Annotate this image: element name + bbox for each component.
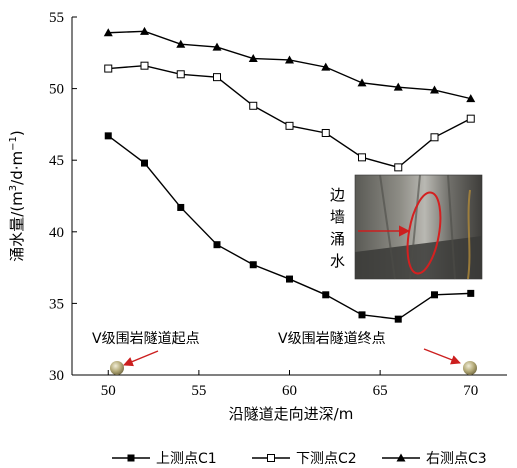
y-tick-label: 35	[49, 296, 64, 312]
start-point-ball	[110, 361, 124, 375]
x-tick-label: 70	[463, 383, 478, 399]
series-1	[104, 132, 475, 323]
data-point	[212, 42, 222, 51]
data-point	[466, 114, 475, 123]
x-tick-label: 50	[101, 383, 116, 399]
legend-label: 上测点C1	[156, 451, 217, 467]
y-axis-title: 涌水量/(m3/d·m−1)	[8, 130, 26, 261]
x-ticks: 50 55 60 65 70	[101, 370, 478, 399]
inset-label-char: 边	[330, 186, 345, 204]
data-point	[140, 61, 149, 70]
x-tick-label: 60	[282, 383, 297, 399]
data-point	[176, 70, 185, 79]
inset-label-char: 墙	[330, 208, 345, 226]
data-point	[357, 78, 367, 87]
legend-label: 下测点C2	[296, 451, 357, 467]
data-point	[430, 85, 439, 94]
legend-label: 右测点C3	[426, 451, 487, 467]
inset-label: 边 墙 涌 水	[330, 186, 345, 270]
data-point	[467, 289, 475, 297]
end-point-ball	[463, 361, 477, 375]
y-tick-label: 45	[49, 153, 64, 169]
inset-label-char: 水	[330, 252, 345, 270]
data-point	[285, 121, 294, 130]
data-point	[104, 64, 113, 73]
annotation-start-arrow	[123, 350, 159, 367]
data-point	[176, 39, 186, 48]
legend-item: 上测点C1	[112, 451, 217, 467]
data-point	[177, 203, 185, 211]
data-point	[466, 94, 476, 103]
legend-item: 下测点C2	[252, 451, 357, 467]
data-point	[321, 128, 330, 137]
data-point	[140, 26, 149, 35]
series-3	[103, 26, 476, 103]
legend-marker	[127, 454, 135, 462]
series-layer	[103, 26, 476, 323]
data-point	[286, 275, 293, 283]
data-point	[213, 73, 221, 82]
legend: 上测点C1 下测点C2 右测点C3	[112, 451, 487, 467]
annotation-start-label: V级围岩隧道起点	[92, 331, 200, 347]
data-point	[394, 315, 402, 323]
series-line	[108, 30, 471, 100]
data-point	[141, 159, 148, 167]
series-2	[104, 61, 475, 172]
data-point	[213, 241, 221, 249]
data-point	[249, 261, 257, 269]
y-tick-label: 50	[49, 82, 64, 98]
annotation-start: V级围岩隧道起点	[92, 331, 200, 375]
annotation-end: V级围岩隧道终点	[278, 331, 477, 375]
legend-item: 右测点C3	[382, 451, 487, 467]
inset-photo	[354, 174, 483, 280]
data-point	[394, 163, 403, 172]
data-point	[431, 291, 438, 299]
x-axis-title: 沿隧道走向进深/m	[229, 405, 354, 423]
inset-label-char: 涌	[330, 230, 345, 248]
y-tick-label: 55	[49, 10, 64, 26]
data-point	[393, 82, 403, 91]
y-tick-label: 40	[49, 225, 64, 241]
legend-marker	[267, 454, 275, 462]
data-point	[321, 62, 331, 71]
data-point	[103, 28, 113, 37]
y-tick-label: 30	[49, 368, 64, 384]
data-point	[249, 101, 258, 110]
legend-marker	[396, 453, 406, 462]
x-tick-label: 55	[191, 383, 206, 399]
series-line	[108, 64, 472, 169]
data-point	[358, 311, 366, 319]
data-point	[104, 132, 112, 140]
y-ticks: 30 35 40 45 50 55	[49, 10, 77, 384]
data-point	[358, 153, 366, 162]
data-point	[322, 291, 330, 299]
annotation-end-arrow	[423, 348, 461, 365]
x-tick-label: 65	[373, 383, 388, 399]
data-point	[430, 133, 439, 142]
data-point	[285, 55, 294, 64]
annotation-end-label: V级围岩隧道终点	[278, 331, 386, 347]
data-point	[248, 54, 258, 63]
